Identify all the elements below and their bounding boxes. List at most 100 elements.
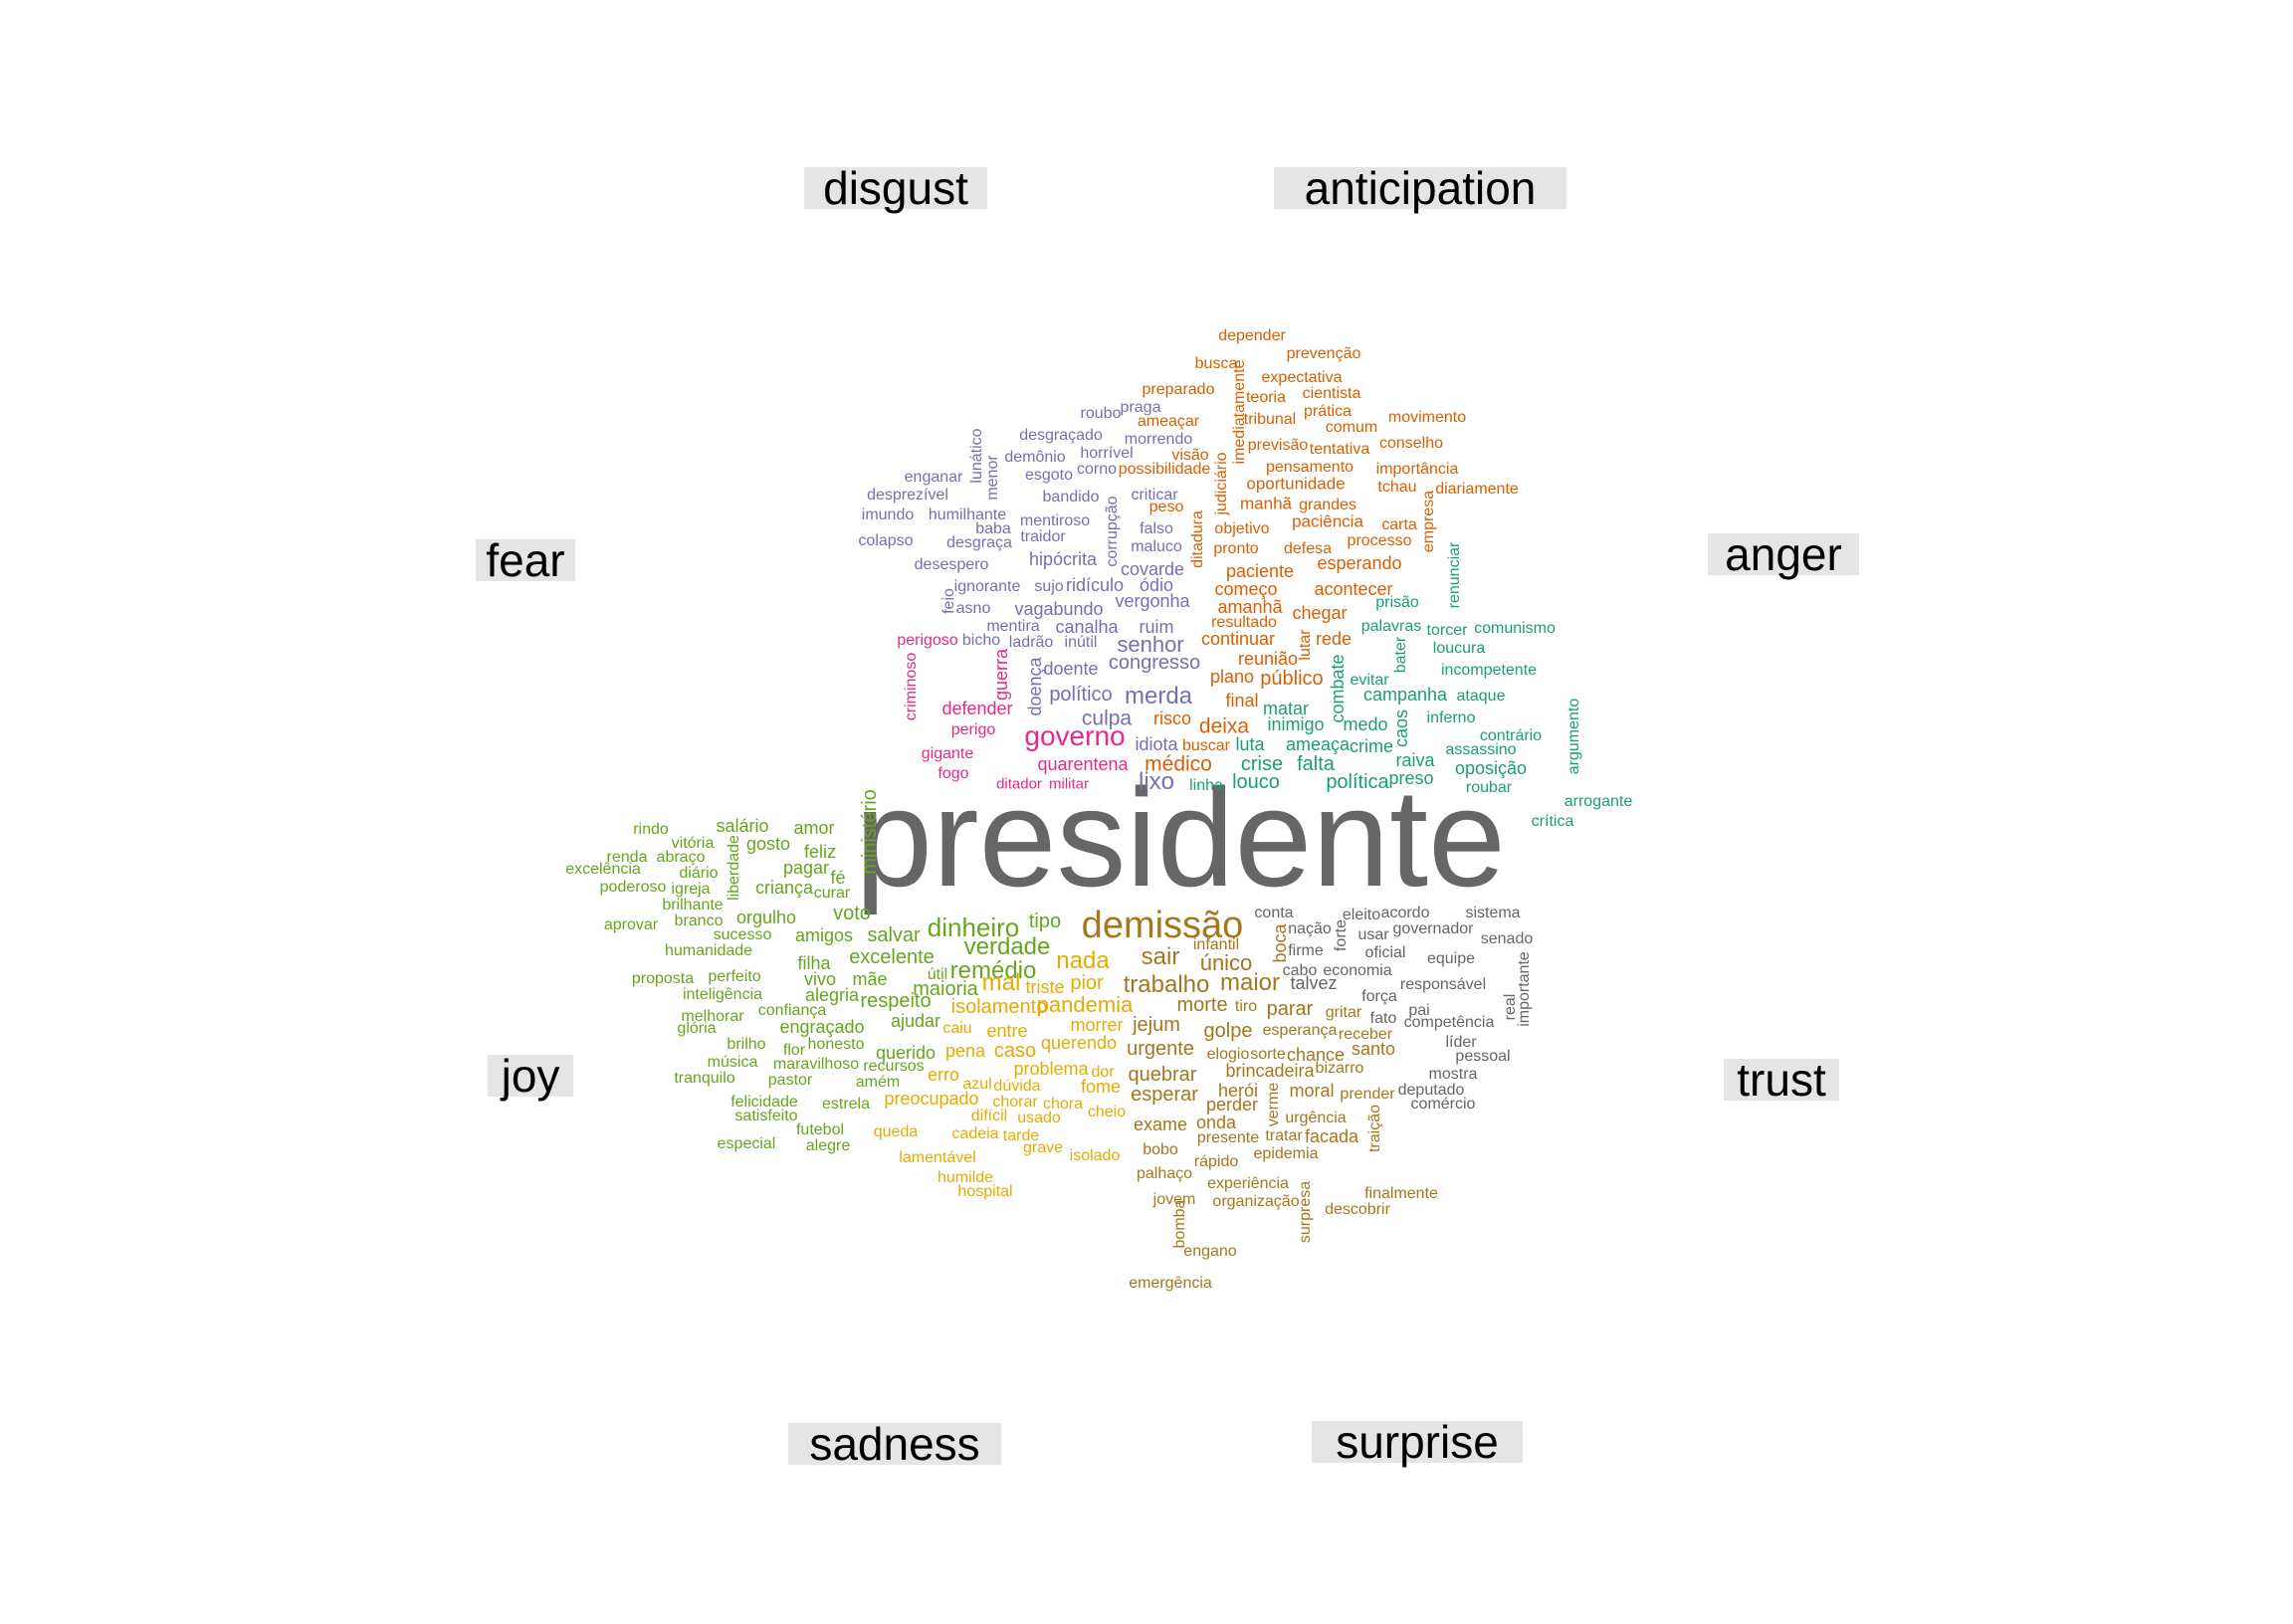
word-amor: amor: [793, 818, 835, 838]
word-ajudar: ajudar: [890, 1011, 941, 1031]
word-preparado: preparado: [1142, 381, 1215, 398]
word-emergencia: emergência: [1129, 1275, 1212, 1292]
word-verme: verme: [1265, 1082, 1282, 1127]
word-nada: nada: [1056, 947, 1110, 974]
word-raiva: raiva: [1395, 750, 1435, 770]
word-sistema: sistema: [1465, 905, 1521, 921]
word-ministerio: ministério: [859, 789, 881, 875]
word-caos: caos: [1391, 709, 1411, 748]
word-maior: maior: [1219, 969, 1281, 996]
word-tiro: tiro: [1234, 998, 1258, 1015]
word-dinheiro: dinheiro: [927, 913, 1020, 942]
word-desespero: desespero: [914, 556, 989, 573]
word-presidente: presidente: [855, 759, 1506, 915]
word-busca: busca: [1194, 355, 1238, 372]
word-paciente: paciente: [1225, 561, 1295, 581]
word-ridiculo: ridículo: [1065, 575, 1125, 595]
word-pronto: pronto: [1213, 540, 1259, 557]
word-congresso: congresso: [1108, 652, 1201, 674]
word-aprovar: aprovar: [603, 916, 659, 933]
word-infantil: infantil: [1192, 936, 1240, 953]
word-evitar: evitar: [1350, 672, 1389, 689]
word-sucesso: sucesso: [713, 926, 772, 943]
word-criminoso: criminoso: [903, 652, 920, 721]
word-roubar: roubar: [1465, 779, 1513, 796]
word-presente: presente: [1196, 1129, 1260, 1146]
word-incompetente: incompetente: [1440, 662, 1538, 679]
word-senhor: senhor: [1117, 632, 1184, 657]
word-ditadura: ditadura: [1189, 510, 1206, 568]
word-louco: louco: [1232, 771, 1280, 793]
word-pagar: pagar: [782, 858, 830, 878]
word-gosto: gosto: [745, 834, 791, 854]
word-palhaco: palhaço: [1136, 1165, 1193, 1182]
word-torcer: torcer: [1426, 622, 1468, 639]
word-excelencia: excelência: [565, 861, 641, 878]
word-trabalho: trabalho: [1123, 971, 1210, 998]
word-excelente: excelente: [849, 946, 935, 968]
word-receber: receber: [1338, 1026, 1393, 1043]
word-amem: amém: [855, 1074, 901, 1091]
word-honesto: honesto: [807, 1036, 865, 1053]
word-lunatico: lunático: [968, 428, 985, 484]
word-chance: chance: [1286, 1045, 1346, 1065]
word-odio: ódio: [1139, 575, 1174, 595]
word-deixa: deixa: [1198, 714, 1250, 738]
word-unico: único: [1199, 950, 1253, 975]
word-combate: combate: [1328, 654, 1348, 723]
word-fogo: fogo: [938, 765, 969, 782]
word-medico: médico: [1145, 752, 1212, 776]
word-pessoal: pessoal: [1455, 1048, 1511, 1065]
word-satisfeito: satisfeito: [734, 1108, 798, 1124]
word-voto: voto: [833, 903, 871, 924]
word-musica: música: [707, 1054, 758, 1071]
word-mae: mãe: [852, 969, 888, 989]
word-assassino: assassino: [1445, 741, 1517, 758]
word-lider: líder: [1445, 1034, 1477, 1051]
word-ladrao: ladrão: [1008, 634, 1054, 651]
word-falta: falta: [1297, 753, 1335, 775]
word-poderoso: poderoso: [599, 879, 667, 896]
word-resultado: resultado: [1211, 614, 1277, 631]
word-esgoto: esgoto: [1024, 467, 1074, 484]
word-querido: querido: [875, 1043, 937, 1063]
word-arrogante: arrogante: [1563, 793, 1633, 810]
word-fe: fé: [830, 868, 846, 888]
word-defender: defender: [941, 699, 1013, 718]
word-jovem: jovem: [1152, 1191, 1196, 1208]
word-reuniao: reunião: [1237, 649, 1299, 669]
word-inteligencia: inteligência: [682, 986, 763, 1003]
word-boca: boca: [1270, 923, 1290, 963]
word-humanidade: humanidade: [664, 942, 753, 959]
word-prisao: prisão: [1375, 594, 1419, 611]
word-pai: pai: [1408, 1002, 1430, 1019]
word-descobrir: descobrir: [1325, 1201, 1390, 1218]
word-importante: importante: [1516, 951, 1533, 1027]
word-abraco: abraço: [656, 849, 706, 866]
word-palavras: palavras: [1360, 618, 1422, 635]
word-verdade: verdade: [963, 933, 1051, 960]
word-prevencao: prevenção: [1286, 345, 1361, 362]
word-judiciario: judiciário: [1213, 452, 1230, 515]
word-vergonha: vergonha: [1115, 591, 1190, 611]
word-talvez: talvez: [1290, 973, 1338, 993]
word-finalmente: finalmente: [1364, 1185, 1438, 1202]
word-politico: político: [1049, 684, 1113, 706]
word-jejum: jejum: [1133, 1014, 1180, 1036]
word-rede: rede: [1315, 629, 1353, 649]
word-colapso: colapso: [858, 532, 914, 549]
word-salvar: salvar: [867, 924, 921, 946]
word-movimento: movimento: [1387, 409, 1467, 426]
word-curar: curar: [813, 885, 851, 902]
word-imundo: imundo: [861, 507, 915, 523]
word-forca: força: [1361, 988, 1397, 1005]
word-fome: fome: [1080, 1077, 1122, 1097]
word-dificil: difícil: [970, 1108, 1008, 1124]
word-perigoso: perigoso: [897, 632, 958, 649]
word-fato: fato: [1369, 1010, 1397, 1027]
word-usar: usar: [1357, 926, 1389, 943]
word-bater: bater: [1392, 636, 1409, 674]
word-bizarro: bizarro: [1315, 1060, 1364, 1077]
word-governo: governo: [1024, 720, 1126, 751]
word-oficial: oficial: [1364, 944, 1406, 961]
